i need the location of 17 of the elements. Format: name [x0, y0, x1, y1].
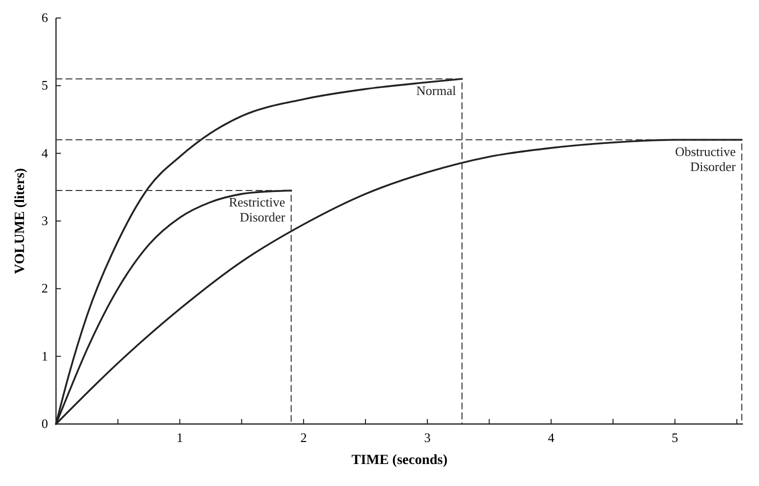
x-tick-label: 2 [300, 430, 307, 445]
y-tick-label: 2 [42, 280, 48, 296]
series-label: Obstructive Disorder [675, 144, 736, 174]
y-tick-label: 0 [42, 416, 48, 431]
x-tick-label: 1 [176, 430, 184, 445]
y-axis-title: VOLUME (liters) [13, 168, 28, 274]
y-tick-label: 1 [42, 348, 48, 364]
y-tick-label: 5 [42, 78, 48, 93]
series-label: Normal [416, 82, 456, 98]
x-tick-label: 5 [672, 430, 678, 445]
x-axis-title: TIME (seconds) [351, 453, 448, 468]
series-label: Restrictive Disorder [228, 194, 286, 225]
x-tick-label: 4 [548, 430, 555, 445]
y-tick-label: 6 [42, 10, 48, 25]
x-tick-label: 3 [424, 430, 431, 445]
y-tick-label: 4 [42, 145, 48, 160]
y-tick-label: 3 [42, 213, 48, 228]
